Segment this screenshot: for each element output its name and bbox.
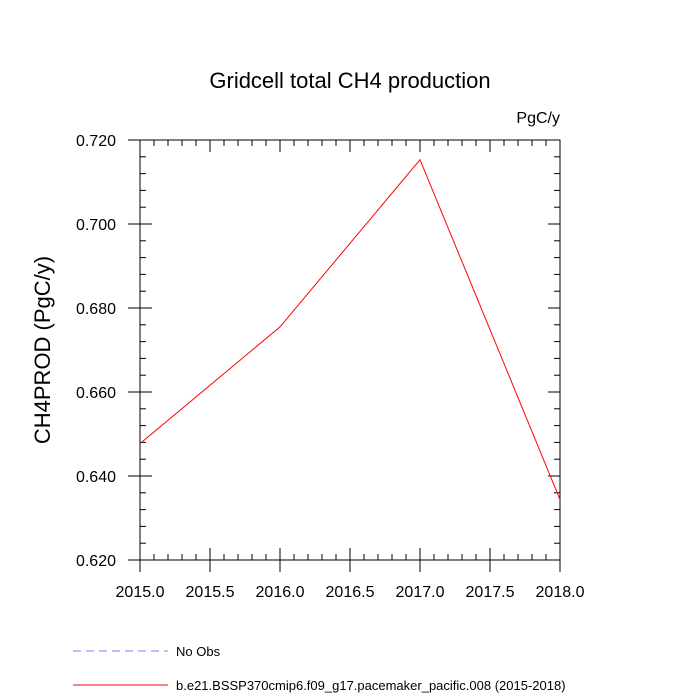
chart-title: Gridcell total CH4 production (209, 68, 490, 93)
x-tick-label: 2016.0 (256, 584, 305, 601)
series-layer (139, 158, 561, 500)
y-tick-label: 0.700 (76, 217, 116, 234)
y-tick-label: 0.640 (76, 469, 116, 486)
x-tick-label: 2018.0 (536, 584, 585, 601)
axis-ticks: 2015.0 2015.5 2016.0 2016.5 2017.0 2017.5 2018… (76, 133, 585, 601)
legend: No Obs b.e21.BSSP370cmip6.f09_g17.pacemak… (73, 644, 566, 693)
y-tick-label: 0.660 (76, 385, 116, 402)
units-label: PgC/y (516, 110, 560, 127)
x-tick-label: 2015.5 (186, 584, 235, 601)
legend-label-1: b.e21.BSSP370cmip6.f09_g17.pacemaker_pac… (176, 678, 566, 693)
series-line-1 (139, 158, 561, 500)
y-tick-label: 0.720 (76, 133, 116, 150)
plot-frame (139, 139, 561, 561)
x-tick-label: 2015.0 (116, 584, 165, 601)
y-tick-label: 0.680 (76, 301, 116, 318)
legend-label-0: No Obs (176, 644, 221, 659)
x-tick-label: 2016.5 (326, 584, 375, 601)
x-tick-label: 2017.5 (466, 584, 515, 601)
x-tick-label: 2017.0 (396, 584, 445, 601)
y-axis-label: CH4PROD (PgC/y) (30, 256, 55, 444)
y-tick-label: 0.620 (76, 553, 116, 570)
